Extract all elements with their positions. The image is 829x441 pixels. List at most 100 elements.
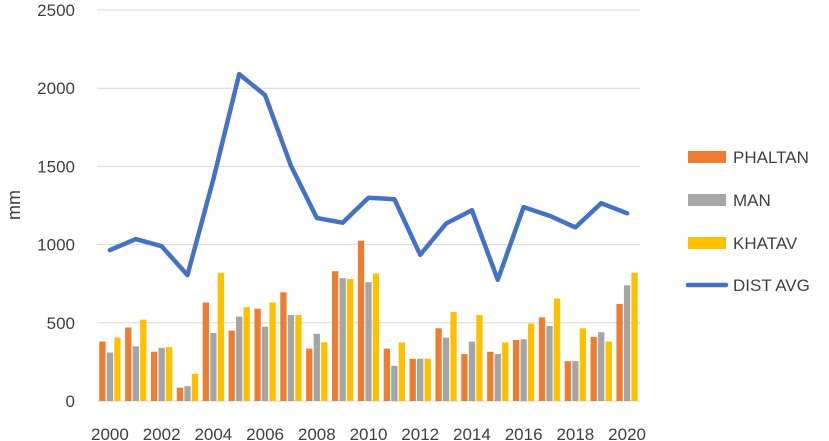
- legend-item: PHALTAN: [688, 148, 809, 167]
- bar: [202, 302, 210, 401]
- bar: [114, 337, 121, 401]
- bar: [261, 326, 269, 401]
- bar: [546, 325, 553, 401]
- legend-swatch: [688, 194, 726, 206]
- y-tick-label: 1500: [37, 157, 75, 176]
- bar: [424, 358, 431, 401]
- bar: [487, 351, 494, 401]
- bar: [572, 361, 579, 401]
- x-tick-label: 2004: [194, 425, 232, 441]
- bar-series-phaltan: [99, 240, 623, 401]
- bar: [287, 314, 295, 401]
- bar: [527, 323, 535, 401]
- bar: [150, 351, 158, 401]
- bar: [476, 314, 483, 401]
- bar: [450, 311, 457, 401]
- line-series: [107, 71, 630, 283]
- bar: [598, 332, 605, 401]
- legend-item: MAN: [688, 191, 771, 210]
- x-tick-label: 2006: [246, 425, 284, 441]
- legend-item: DIST AVG: [685, 276, 810, 295]
- bar: [442, 337, 450, 401]
- bar: [512, 340, 520, 401]
- bar-series-man: [106, 278, 631, 401]
- bar: [106, 352, 114, 401]
- bar: [306, 348, 313, 401]
- bar: [243, 307, 250, 401]
- bar: [365, 282, 372, 401]
- bar: [331, 271, 339, 401]
- bar: [538, 317, 546, 401]
- legend-swatch: [688, 237, 726, 249]
- x-tick-label: 2010: [350, 425, 388, 441]
- bar: [417, 358, 424, 401]
- y-tick-label: 500: [47, 314, 75, 333]
- bar: [210, 332, 217, 401]
- bar: [158, 347, 165, 401]
- bar: [461, 354, 468, 401]
- bar: [616, 304, 623, 401]
- x-tick-label: 2018: [556, 425, 594, 441]
- bar: [553, 298, 561, 401]
- bar: [605, 341, 612, 401]
- bar: [176, 387, 184, 401]
- bar: [236, 316, 243, 401]
- bar: [184, 386, 191, 401]
- bar: [435, 328, 442, 401]
- y-tick-label: 2000: [37, 79, 75, 98]
- x-tick-label: 2000: [91, 425, 129, 441]
- bar: [590, 336, 597, 401]
- x-tick-label: 2016: [505, 425, 543, 441]
- legend-label: PHALTAN: [733, 148, 809, 167]
- bar: [494, 354, 501, 401]
- y-tick-label: 0: [66, 392, 75, 411]
- bar-series-khatav: [114, 272, 638, 401]
- bar: [409, 358, 416, 401]
- bar: [339, 278, 346, 401]
- legend-swatch: [688, 151, 726, 163]
- bar: [564, 361, 572, 401]
- bar: [398, 342, 406, 401]
- bar: [140, 319, 147, 401]
- bar: [357, 240, 365, 401]
- bar: [372, 273, 380, 401]
- x-tick-label: 2014: [453, 425, 491, 441]
- x-tick-label: 2002: [143, 425, 181, 441]
- bar: [280, 292, 287, 401]
- bar: [132, 346, 139, 401]
- x-tick-label: 2020: [608, 425, 646, 441]
- bar: [502, 342, 509, 401]
- legend-label: KHATAV: [733, 234, 798, 253]
- bar: [346, 279, 354, 401]
- y-tick-label: 1000: [37, 236, 75, 255]
- bar-series: [99, 240, 638, 401]
- legend-item: KHATAV: [688, 234, 798, 253]
- bar: [579, 328, 587, 401]
- bar: [165, 347, 173, 401]
- bar: [254, 308, 261, 401]
- bar: [217, 272, 225, 401]
- bar: [269, 302, 276, 401]
- bar: [391, 365, 398, 401]
- bar: [383, 348, 391, 401]
- bar: [520, 339, 527, 401]
- bar: [125, 327, 132, 401]
- x-axis-ticks: 2000 2002 2004 2006 2008 2010 2012 2014 2016 2018…: [91, 425, 646, 441]
- bar: [228, 330, 235, 401]
- bar: [99, 341, 106, 401]
- line-dist-avg: [107, 71, 630, 283]
- bar: [295, 314, 302, 401]
- y-axis-title: mm: [4, 190, 24, 220]
- bar: [623, 285, 631, 401]
- legend-label: DIST AVG: [733, 276, 810, 295]
- legend: PHALTAN MAN KHATAV DIST AVG: [685, 148, 810, 295]
- bar: [313, 333, 320, 401]
- bar: [321, 342, 328, 401]
- y-tick-label: 2500: [37, 1, 75, 20]
- x-tick-label: 2008: [298, 425, 336, 441]
- legend-label: MAN: [733, 191, 771, 210]
- y-axis-ticks: 0 500 1000 1500 2000 2500: [37, 1, 75, 411]
- bar: [631, 272, 638, 401]
- bar: [191, 373, 199, 401]
